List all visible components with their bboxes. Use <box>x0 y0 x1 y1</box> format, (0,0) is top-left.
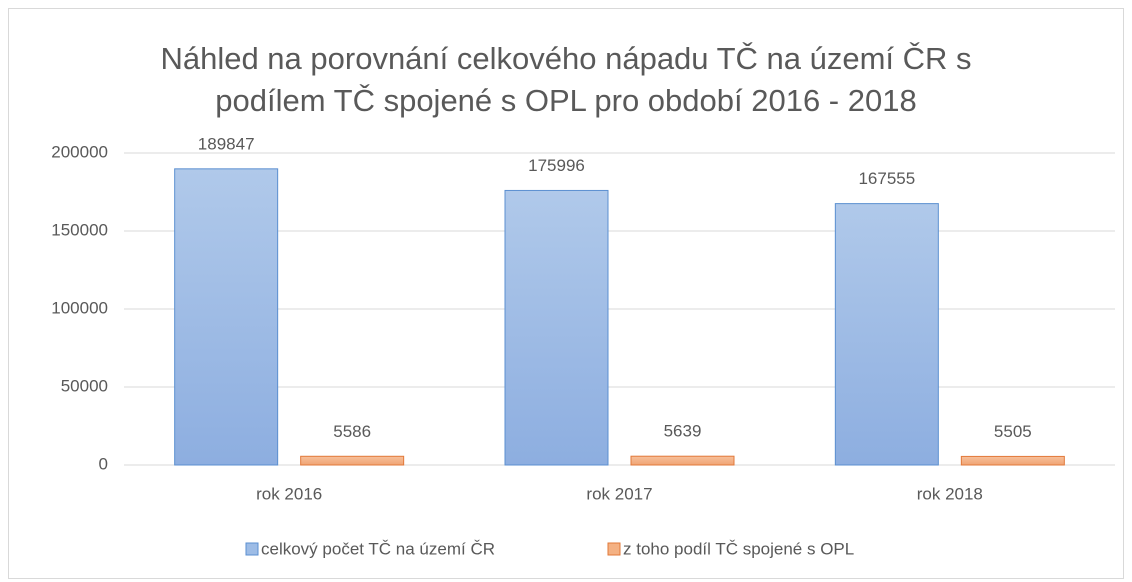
y-tick-label: 150000 <box>51 220 108 239</box>
data-label: 175996 <box>528 156 585 175</box>
data-label: 5639 <box>664 422 702 441</box>
legend-label: celkový počet TČ na území ČR <box>261 539 495 558</box>
legend-label: z toho podíl TČ spojené s OPL <box>623 539 854 558</box>
bar <box>960 455 1065 466</box>
bar <box>834 203 939 466</box>
data-label: 5505 <box>994 422 1032 441</box>
x-tick-label: rok 2017 <box>586 484 652 503</box>
y-tick-label: 100000 <box>51 298 108 317</box>
y-tick-label: 50000 <box>61 376 108 395</box>
bar <box>630 455 735 466</box>
data-label: 5586 <box>333 422 371 441</box>
legend-swatch <box>607 542 621 556</box>
data-label: 167555 <box>858 169 915 188</box>
chart-title: Náhled na porovnání celkového nápadu TČ … <box>160 41 972 118</box>
y-tick-label: 200000 <box>51 142 108 161</box>
bar <box>174 168 279 466</box>
legend-swatch <box>245 542 259 556</box>
y-tick-label: 0 <box>99 454 108 473</box>
data-label: 189847 <box>198 134 255 153</box>
x-tick-label: rok 2016 <box>256 484 322 503</box>
bar <box>300 455 405 466</box>
bar <box>504 189 609 466</box>
x-tick-label: rok 2018 <box>917 484 983 503</box>
